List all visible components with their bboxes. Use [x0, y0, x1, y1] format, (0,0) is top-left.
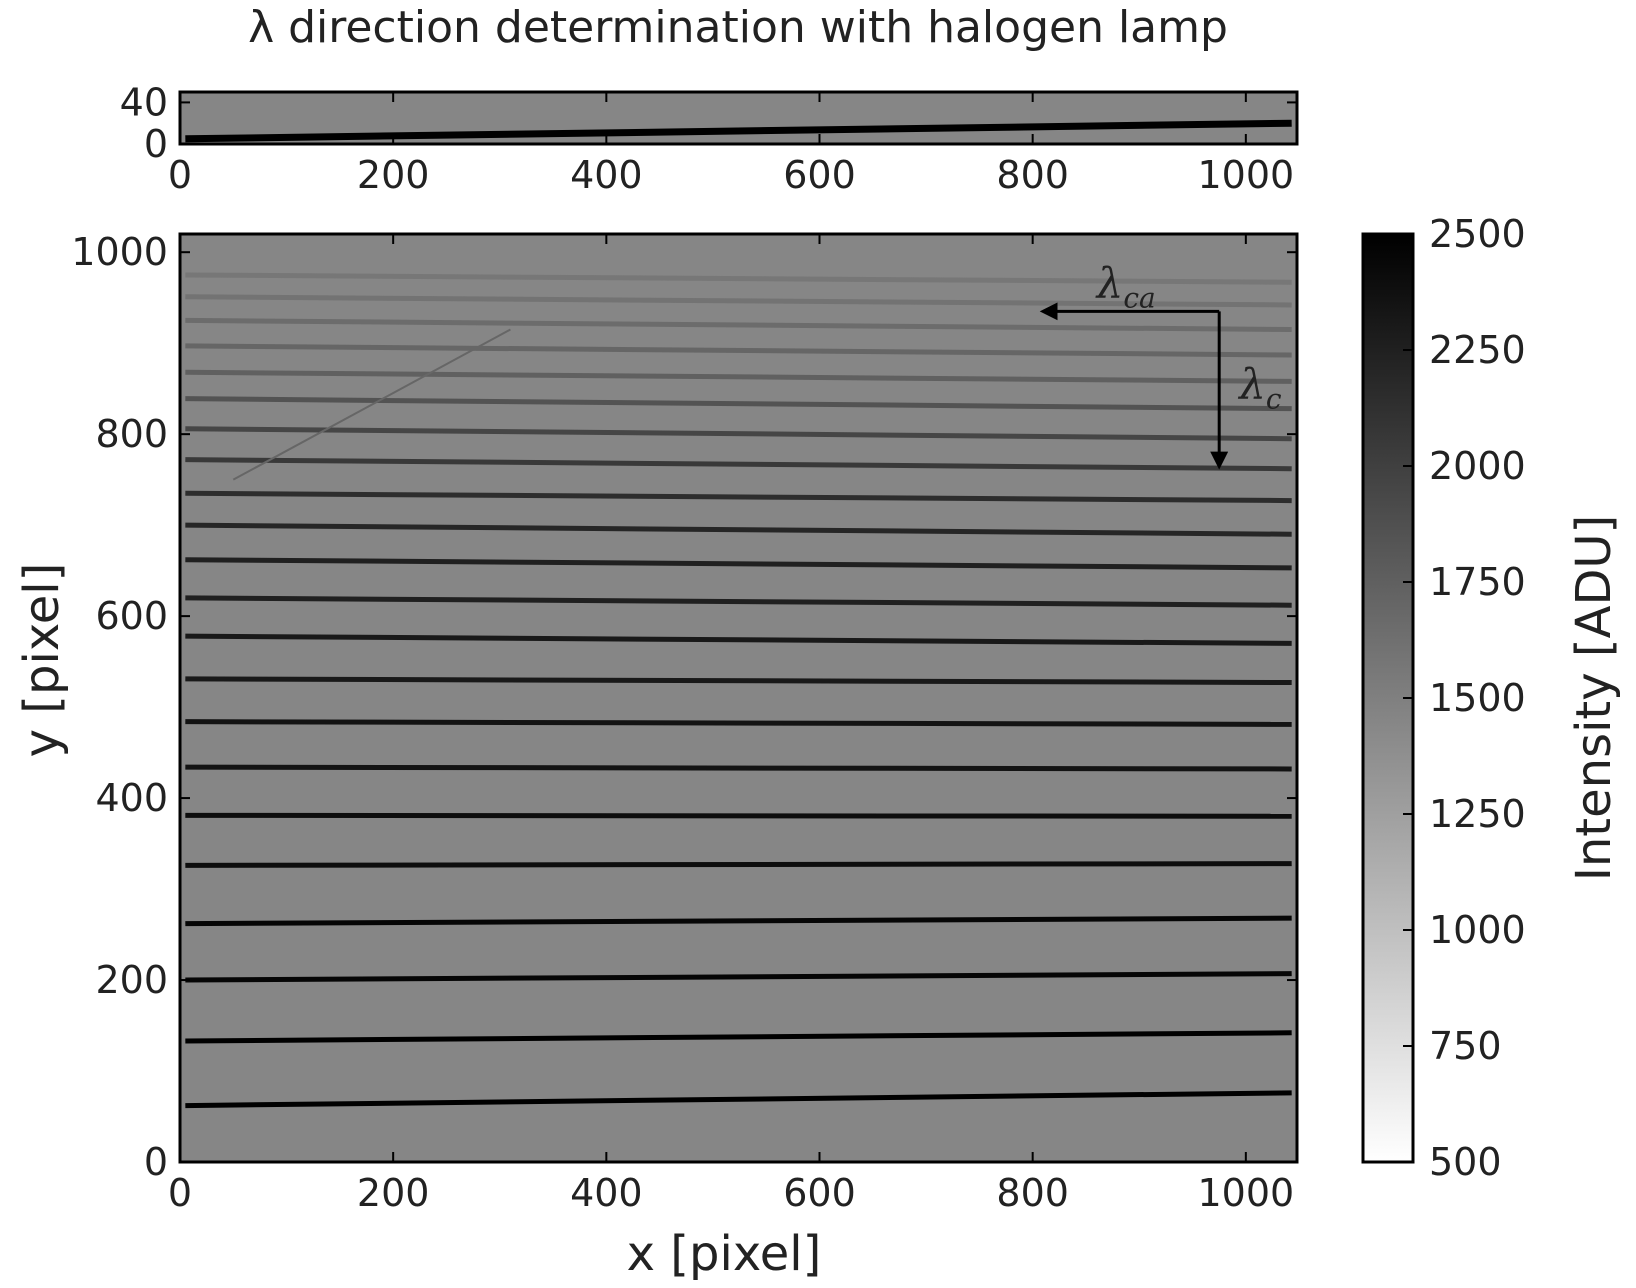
- echelle-order-9: [185, 676, 1292, 686]
- strip-x-tick-label: 400: [570, 153, 643, 197]
- echelle-order-13: [185, 522, 1292, 537]
- strip-x-tick-label: 200: [357, 153, 430, 197]
- y-axis-label: y [pixel]: [14, 563, 70, 758]
- echelle-order-18: [185, 369, 1292, 384]
- colorbar-label: Intensity [ADU]: [1566, 515, 1622, 882]
- main-y-tick-label: 600: [95, 594, 168, 638]
- arrow-label-c: λc: [1237, 360, 1282, 416]
- strip-y-tick-label: 0: [144, 122, 168, 166]
- main-y-tick-label: 800: [95, 412, 168, 456]
- main-image-background: [180, 234, 1297, 1162]
- echelle-order-19: [185, 343, 1292, 358]
- main-y-tick-label: 1000: [71, 230, 168, 274]
- main-x-tick-label: 400: [570, 1171, 643, 1215]
- top-strip-frame: [178, 90, 1299, 146]
- main-x-tick-label: 1000: [1197, 1171, 1294, 1215]
- echelle-order-15: [185, 457, 1292, 472]
- echelle-order-1: [185, 1090, 1292, 1109]
- strip-x-tick-label: 800: [996, 153, 1069, 197]
- echelle-order-3: [185, 971, 1292, 983]
- echelle-order-17: [185, 396, 1292, 412]
- colorbar-tick-label: 500: [1429, 1140, 1502, 1184]
- echelle-order-2: [185, 1030, 1292, 1044]
- main-x-tick-label: 600: [783, 1171, 856, 1215]
- colorbar-tick-label: 750: [1429, 1024, 1502, 1068]
- main-x-tick-label: 0: [168, 1171, 192, 1215]
- main-x-tick-label: 800: [996, 1171, 1069, 1215]
- artifact-streak: [232, 328, 511, 481]
- strip-x-tick-label: 1000: [1197, 153, 1294, 197]
- strip-trace: [185, 119, 1292, 143]
- echelle-order-6: [185, 812, 1292, 819]
- strip-x-tick-label: 600: [783, 153, 856, 197]
- top-strip-panel: 0 200 400 600 800 1000 040: [120, 80, 1299, 197]
- colorbar-tick-label: 2500: [1429, 212, 1526, 256]
- colorbar-tick-label: 1500: [1429, 676, 1526, 720]
- chart-title: λ direction determination with halogen l…: [248, 2, 1228, 53]
- arrow-label-ca: λca: [1095, 258, 1156, 314]
- colorbar-tick-label: 1000: [1429, 908, 1526, 952]
- echelle-order-21: [185, 294, 1292, 308]
- main-image-frame: [178, 232, 1299, 1164]
- echelle-order-5: [185, 861, 1292, 868]
- echelle-order-16: [185, 426, 1292, 442]
- echelle-order-12: [185, 557, 1292, 571]
- main-image-panel: 0 200 400 600 800 1000 0 200 400 600 800 1000 λca λ…: [14, 230, 1299, 1282]
- echelle-order-14: [185, 490, 1292, 504]
- main-y-tick-label: 200: [95, 958, 168, 1002]
- echelle-order-4: [185, 915, 1292, 927]
- echelle-order-22: [185, 272, 1292, 285]
- echelle-order-7: [185, 764, 1292, 772]
- main-y-tick-label: 400: [95, 776, 168, 820]
- colorbar: 500 750 1000 1250 1500 1750 2000 2250 2500 Inten…: [1361, 212, 1622, 1184]
- colorbar-tick-label: 1750: [1429, 560, 1526, 604]
- x-axis-label: x [pixel]: [627, 1226, 822, 1282]
- echelle-order-10: [185, 633, 1292, 646]
- colorbar-tick-label: 1250: [1429, 792, 1526, 836]
- echelle-order-8: [185, 719, 1292, 727]
- main-x-tick-label: 200: [357, 1171, 430, 1215]
- strip-x-tick-label: 0: [168, 153, 192, 197]
- echelle-order-20: [185, 317, 1292, 333]
- colorbar-tick-label: 2250: [1429, 328, 1526, 372]
- colorbar-tick-label: 2000: [1429, 444, 1526, 488]
- main-y-tick-label: 0: [144, 1140, 168, 1184]
- echelle-order-11: [185, 595, 1292, 608]
- strip-y-tick-label: 40: [120, 80, 168, 124]
